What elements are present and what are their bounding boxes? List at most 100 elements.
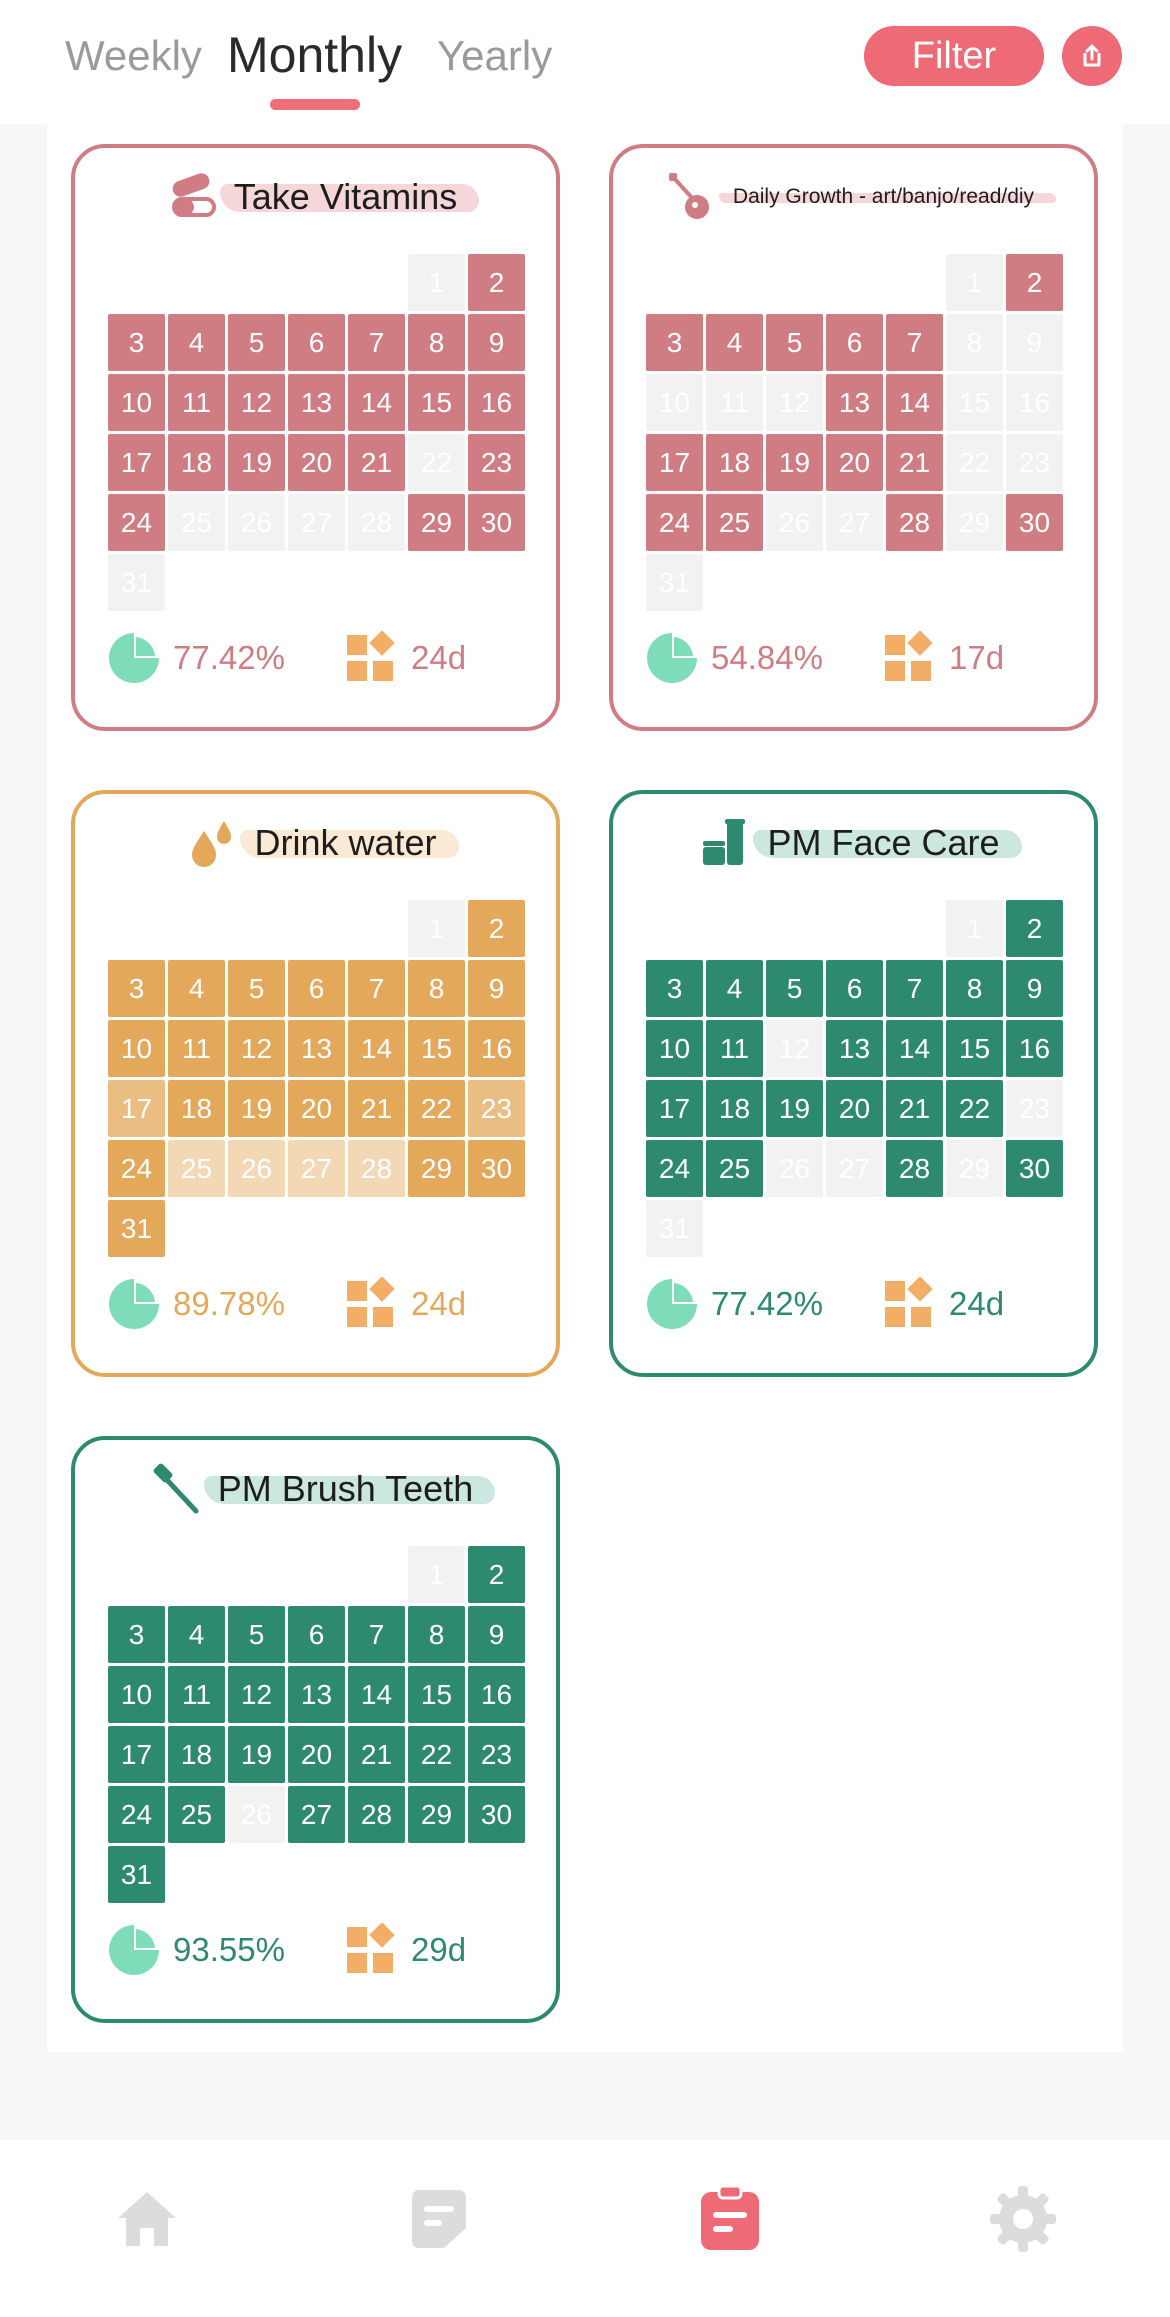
calendar-day[interactable]: 5	[228, 960, 285, 1017]
calendar-day[interactable]: 2	[468, 900, 525, 957]
tab-monthly[interactable]: Monthly	[227, 27, 403, 83]
calendar-day[interactable]: 22	[408, 1080, 465, 1137]
calendar-day[interactable]: 6	[288, 960, 345, 1017]
calendar-day[interactable]: 28	[886, 1140, 943, 1197]
calendar-day[interactable]: 27	[288, 494, 345, 551]
calendar-day[interactable]: 1	[946, 900, 1003, 957]
calendar-day[interactable]: 16	[468, 1020, 525, 1077]
calendar-day[interactable]: 19	[766, 434, 823, 491]
calendar-day[interactable]: 27	[288, 1786, 345, 1843]
calendar-day[interactable]: 11	[168, 374, 225, 431]
calendar-day[interactable]: 12	[228, 1666, 285, 1723]
calendar-day[interactable]: 1	[408, 254, 465, 311]
share-button[interactable]	[1062, 26, 1122, 86]
calendar-day[interactable]: 8	[408, 314, 465, 371]
calendar-day[interactable]: 31	[646, 1200, 703, 1257]
calendar-day[interactable]: 12	[766, 1020, 823, 1077]
calendar-day[interactable]: 24	[646, 494, 703, 551]
calendar-day[interactable]: 13	[288, 1020, 345, 1077]
calendar-day[interactable]: 10	[108, 1666, 165, 1723]
calendar-day[interactable]: 6	[826, 314, 883, 371]
calendar-day[interactable]: 26	[228, 1140, 285, 1197]
calendar-day[interactable]: 5	[766, 314, 823, 371]
calendar-day[interactable]: 23	[1006, 1080, 1063, 1137]
calendar-day[interactable]: 2	[468, 1546, 525, 1603]
calendar-day[interactable]: 4	[706, 960, 763, 1017]
calendar-day[interactable]: 30	[468, 494, 525, 551]
calendar-day[interactable]: 19	[766, 1080, 823, 1137]
calendar-day[interactable]: 17	[108, 1726, 165, 1783]
calendar-day[interactable]: 24	[646, 1140, 703, 1197]
calendar-day[interactable]: 13	[826, 374, 883, 431]
nav-home[interactable]	[112, 2184, 182, 2254]
calendar-day[interactable]: 25	[168, 1140, 225, 1197]
calendar-day[interactable]: 27	[826, 494, 883, 551]
calendar-day[interactable]: 26	[228, 1786, 285, 1843]
calendar-day[interactable]: 17	[108, 434, 165, 491]
calendar-day[interactable]: 2	[1006, 900, 1063, 957]
calendar-day[interactable]: 18	[168, 434, 225, 491]
calendar-day[interactable]: 7	[886, 314, 943, 371]
calendar-day[interactable]: 28	[348, 494, 405, 551]
calendar-day[interactable]: 23	[1006, 434, 1063, 491]
calendar-day[interactable]: 26	[766, 1140, 823, 1197]
calendar-day[interactable]: 28	[886, 494, 943, 551]
calendar-day[interactable]: 28	[348, 1786, 405, 1843]
calendar-day[interactable]: 10	[646, 1020, 703, 1077]
calendar-day[interactable]: 10	[108, 1020, 165, 1077]
calendar-day[interactable]: 22	[408, 434, 465, 491]
calendar-day[interactable]: 5	[228, 1606, 285, 1663]
calendar-day[interactable]: 15	[946, 374, 1003, 431]
calendar-day[interactable]: 24	[108, 1786, 165, 1843]
calendar-day[interactable]: 22	[946, 1080, 1003, 1137]
nav-notes[interactable]	[404, 2184, 474, 2254]
calendar-day[interactable]: 16	[468, 374, 525, 431]
calendar-day[interactable]: 2	[468, 254, 525, 311]
calendar-day[interactable]: 7	[348, 314, 405, 371]
calendar-day[interactable]: 4	[706, 314, 763, 371]
calendar-day[interactable]: 14	[348, 1666, 405, 1723]
calendar-day[interactable]: 17	[108, 1080, 165, 1137]
calendar-day[interactable]: 19	[228, 1726, 285, 1783]
calendar-day[interactable]: 21	[348, 1726, 405, 1783]
calendar-day[interactable]: 3	[108, 314, 165, 371]
calendar-day[interactable]: 7	[348, 960, 405, 1017]
calendar-day[interactable]: 15	[408, 374, 465, 431]
calendar-day[interactable]: 9	[468, 314, 525, 371]
calendar-day[interactable]: 13	[288, 1666, 345, 1723]
calendar-day[interactable]: 8	[946, 314, 1003, 371]
nav-settings[interactable]	[988, 2184, 1058, 2254]
calendar-day[interactable]: 11	[706, 374, 763, 431]
calendar-day[interactable]: 13	[826, 1020, 883, 1077]
calendar-day[interactable]: 4	[168, 314, 225, 371]
calendar-day[interactable]: 17	[646, 1080, 703, 1137]
calendar-day[interactable]: 10	[108, 374, 165, 431]
calendar-day[interactable]: 11	[706, 1020, 763, 1077]
calendar-day[interactable]: 17	[646, 434, 703, 491]
calendar-day[interactable]: 27	[288, 1140, 345, 1197]
filter-button[interactable]: Filter	[864, 26, 1044, 86]
calendar-day[interactable]: 3	[646, 960, 703, 1017]
calendar-day[interactable]: 10	[646, 374, 703, 431]
calendar-day[interactable]: 21	[348, 1080, 405, 1137]
calendar-day[interactable]: 22	[946, 434, 1003, 491]
calendar-day[interactable]: 29	[408, 1140, 465, 1197]
calendar-day[interactable]: 31	[108, 1846, 165, 1903]
calendar-day[interactable]: 20	[826, 434, 883, 491]
calendar-day[interactable]: 4	[168, 960, 225, 1017]
calendar-day[interactable]: 28	[348, 1140, 405, 1197]
tab-yearly[interactable]: Yearly	[437, 32, 553, 79]
calendar-day[interactable]: 31	[646, 554, 703, 611]
calendar-day[interactable]: 19	[228, 1080, 285, 1137]
calendar-day[interactable]: 9	[468, 1606, 525, 1663]
calendar-day[interactable]: 30	[468, 1140, 525, 1197]
calendar-day[interactable]: 23	[468, 1726, 525, 1783]
calendar-day[interactable]: 29	[946, 1140, 1003, 1197]
calendar-day[interactable]: 25	[706, 1140, 763, 1197]
calendar-day[interactable]: 30	[1006, 1140, 1063, 1197]
calendar-day[interactable]: 12	[228, 374, 285, 431]
calendar-day[interactable]: 23	[468, 434, 525, 491]
calendar-day[interactable]: 19	[228, 434, 285, 491]
calendar-day[interactable]: 11	[168, 1666, 225, 1723]
habit-card-drink-water[interactable]: Drink water 1 2 3 4 5 6 7 8 9 10 11 12 13 14 15 16 17 18 1…	[71, 790, 560, 1377]
